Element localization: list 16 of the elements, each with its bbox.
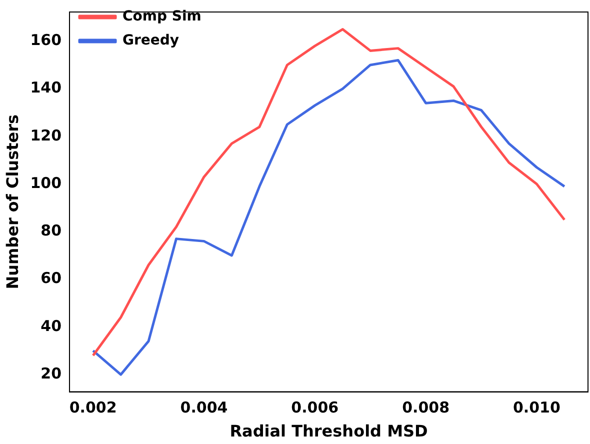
x-axis-title: Radial Threshold MSD (230, 422, 428, 441)
y-tick-label: 40 (40, 316, 62, 335)
y-tick-label: 140 (30, 78, 62, 97)
y-tick-label: 100 (30, 174, 62, 192)
legend-label: Greedy (122, 32, 180, 49)
x-tick-label: 0.010 (512, 398, 560, 417)
x-tick-label: 0.004 (180, 398, 228, 417)
x-tick-label: 0.008 (402, 398, 450, 417)
x-tick-label: 0.006 (291, 398, 339, 417)
y-tick-label: 80 (40, 222, 62, 240)
y-tick-label: 60 (40, 269, 62, 288)
x-tick-label: 0.002 (69, 398, 117, 417)
y-tick-label: 160 (30, 31, 62, 50)
y-axis-title: Number of Clusters (2, 114, 22, 290)
y-tick-label: 20 (40, 364, 62, 382)
y-tick-label: 120 (30, 126, 62, 144)
